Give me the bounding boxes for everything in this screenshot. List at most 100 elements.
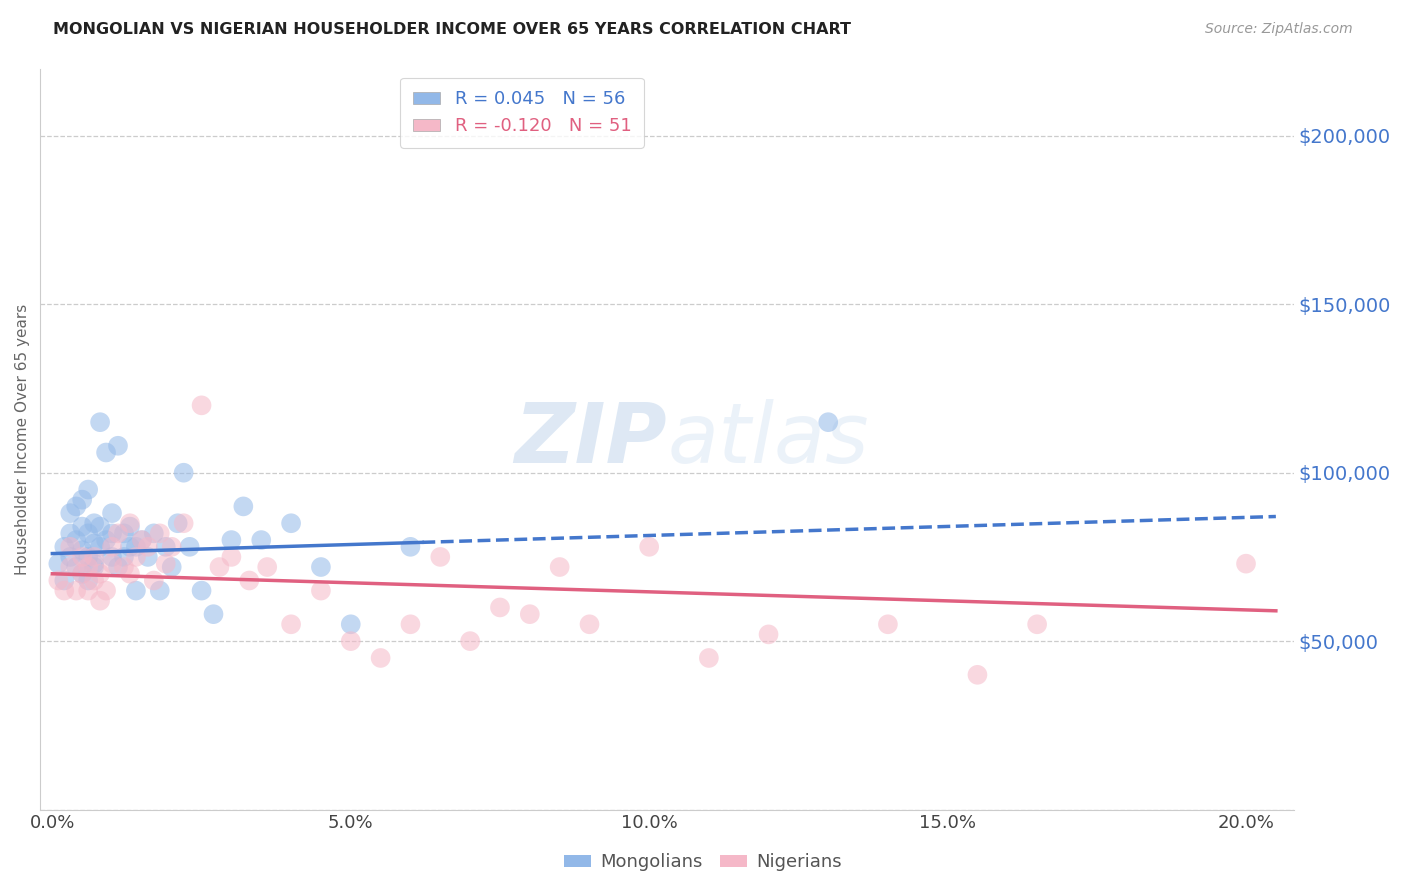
Legend: R = 0.045   N = 56, R = -0.120   N = 51: R = 0.045 N = 56, R = -0.120 N = 51 xyxy=(401,78,644,148)
Point xyxy=(221,533,243,547)
Point xyxy=(46,574,69,588)
Text: MONGOLIAN VS NIGERIAN HOUSEHOLDER INCOME OVER 65 YEARS CORRELATION CHART: MONGOLIAN VS NIGERIAN HOUSEHOLDER INCOME… xyxy=(53,22,852,37)
Point xyxy=(83,557,105,571)
Point xyxy=(83,536,105,550)
Point xyxy=(458,634,481,648)
Point xyxy=(1026,617,1049,632)
Point xyxy=(1234,557,1257,571)
Point xyxy=(89,519,111,533)
Point xyxy=(107,526,129,541)
Point xyxy=(70,492,93,507)
Point xyxy=(250,533,273,547)
Point xyxy=(309,560,332,574)
Point xyxy=(65,560,87,574)
Point xyxy=(83,549,105,564)
Point xyxy=(118,516,141,531)
Point xyxy=(59,540,82,554)
Point xyxy=(190,398,212,412)
Legend: Mongolians, Nigerians: Mongolians, Nigerians xyxy=(557,847,849,879)
Point xyxy=(89,540,111,554)
Point xyxy=(70,566,93,581)
Point xyxy=(112,526,135,541)
Point xyxy=(173,466,195,480)
Point xyxy=(107,560,129,574)
Point xyxy=(136,549,159,564)
Point xyxy=(519,607,541,622)
Point xyxy=(399,617,422,632)
Point xyxy=(59,560,82,574)
Point xyxy=(101,506,124,520)
Point xyxy=(70,543,93,558)
Point xyxy=(155,540,177,554)
Point xyxy=(817,415,839,429)
Point xyxy=(83,516,105,531)
Point xyxy=(232,500,254,514)
Point xyxy=(89,415,111,429)
Point xyxy=(59,526,82,541)
Point xyxy=(190,583,212,598)
Point xyxy=(339,617,361,632)
Point xyxy=(53,574,76,588)
Point xyxy=(280,516,302,531)
Point xyxy=(489,600,512,615)
Point xyxy=(118,519,141,533)
Point xyxy=(112,560,135,574)
Point xyxy=(155,557,177,571)
Point xyxy=(59,506,82,520)
Point xyxy=(94,583,117,598)
Point xyxy=(77,560,100,574)
Point xyxy=(125,583,148,598)
Point xyxy=(101,540,124,554)
Point xyxy=(53,540,76,554)
Point xyxy=(112,549,135,564)
Point xyxy=(166,516,188,531)
Point xyxy=(77,483,100,497)
Point xyxy=(77,549,100,564)
Point xyxy=(877,617,900,632)
Y-axis label: Householder Income Over 65 years: Householder Income Over 65 years xyxy=(15,303,30,574)
Point xyxy=(94,445,117,459)
Point xyxy=(77,583,100,598)
Point xyxy=(118,540,141,554)
Point xyxy=(548,560,571,574)
Point xyxy=(256,560,278,574)
Point xyxy=(309,583,332,598)
Point xyxy=(966,668,988,682)
Point xyxy=(70,566,93,581)
Point xyxy=(136,540,159,554)
Point xyxy=(107,439,129,453)
Point xyxy=(160,540,183,554)
Point xyxy=(70,519,93,533)
Point xyxy=(65,583,87,598)
Point xyxy=(65,533,87,547)
Point xyxy=(83,560,105,574)
Point xyxy=(429,549,451,564)
Point xyxy=(221,549,243,564)
Point xyxy=(46,557,69,571)
Point xyxy=(94,533,117,547)
Point xyxy=(125,540,148,554)
Point xyxy=(131,533,153,547)
Point xyxy=(118,566,141,581)
Point xyxy=(149,526,172,541)
Point xyxy=(238,574,260,588)
Point xyxy=(83,574,105,588)
Point xyxy=(173,516,195,531)
Point xyxy=(131,533,153,547)
Point xyxy=(179,540,201,554)
Point xyxy=(89,566,111,581)
Point xyxy=(758,627,780,641)
Point xyxy=(160,560,183,574)
Point xyxy=(77,574,100,588)
Point xyxy=(101,526,124,541)
Point xyxy=(578,617,600,632)
Point xyxy=(208,560,231,574)
Point xyxy=(53,583,76,598)
Point xyxy=(697,651,720,665)
Point xyxy=(59,549,82,564)
Text: atlas: atlas xyxy=(666,399,869,480)
Point xyxy=(142,526,165,541)
Text: ZIP: ZIP xyxy=(515,399,666,480)
Point xyxy=(638,540,661,554)
Point xyxy=(77,526,100,541)
